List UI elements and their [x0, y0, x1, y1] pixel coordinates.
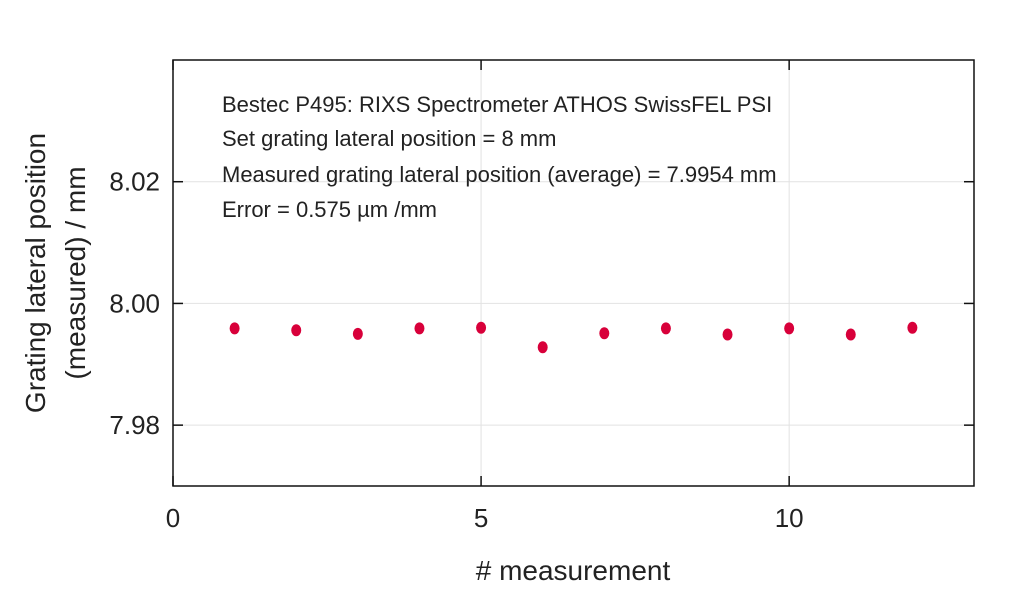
- data-point: [352, 327, 363, 340]
- data-point: [291, 324, 302, 337]
- y-axis-label-line-2: (measured) / mm: [60, 166, 91, 379]
- x-axis-label: # measurement: [476, 555, 671, 586]
- grid: [173, 60, 974, 486]
- y-axis-label: Grating lateral position (measured) / mm: [20, 133, 91, 413]
- data-point: [229, 322, 240, 335]
- data-point: [845, 328, 856, 341]
- x-tick-label: 5: [474, 503, 488, 533]
- annotation-line-2: Set grating lateral position = 8 mm: [222, 126, 556, 151]
- annotation-line-1: Bestec P495: RIXS Spectrometer ATHOS Swi…: [222, 92, 772, 117]
- annotation-line-4: Error = 0.575 µm /mm: [222, 197, 437, 222]
- annotation-block: Bestec P495: RIXS Spectrometer ATHOS Swi…: [222, 92, 777, 222]
- x-tick-label: 0: [166, 503, 180, 533]
- data-point: [660, 322, 671, 335]
- x-tick-label: 10: [775, 503, 804, 533]
- data-point: [537, 341, 548, 354]
- y-tick-label: 8.02: [109, 167, 160, 197]
- ticks: 0 5 10 7.98 8.00 8.02: [109, 60, 974, 533]
- annotation-line-3: Measured grating lateral position (avera…: [222, 162, 777, 187]
- data-point: [907, 321, 918, 334]
- data-point: [599, 327, 610, 340]
- y-axis-label-line-1: Grating lateral position: [20, 133, 51, 413]
- data-points: [229, 321, 918, 354]
- data-point: [476, 321, 487, 334]
- plot-frame: [172, 59, 975, 487]
- y-tick-label: 8.00: [109, 288, 160, 318]
- y-tick-label: 7.98: [109, 410, 160, 440]
- data-point: [722, 328, 733, 341]
- data-point: [784, 322, 795, 335]
- data-point: [414, 322, 425, 335]
